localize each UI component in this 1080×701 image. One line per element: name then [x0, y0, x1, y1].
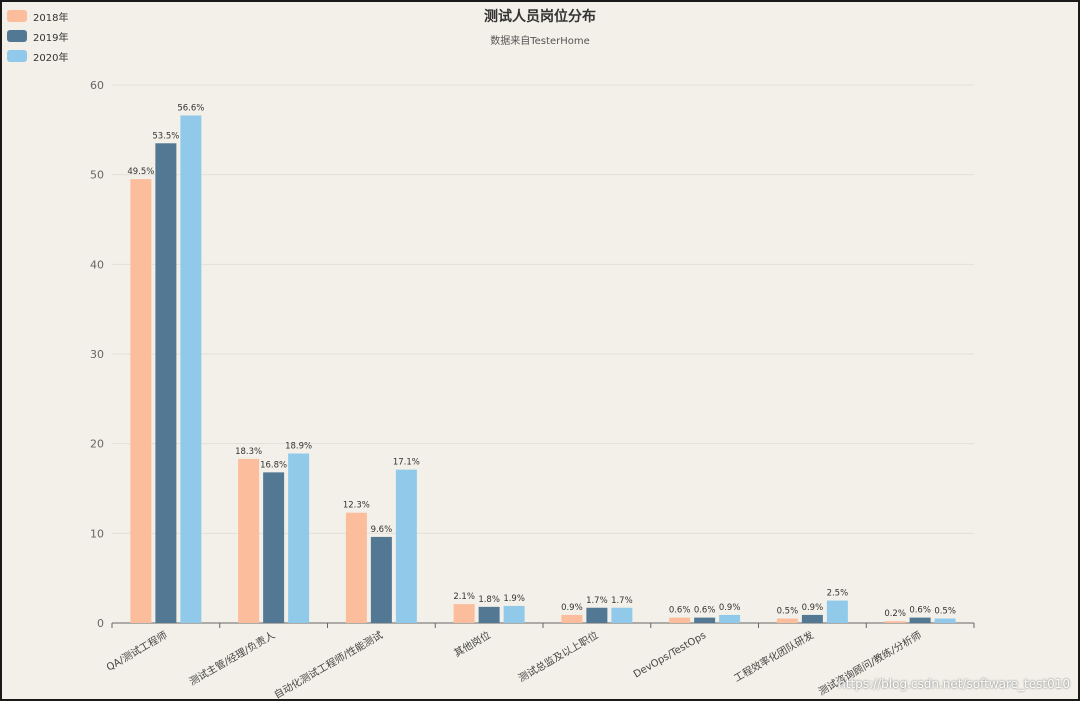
bar	[155, 143, 177, 624]
x-tick-label: 自动化测试工程师/性能测试	[272, 628, 385, 699]
y-tick-label: 50	[90, 169, 104, 182]
data-label: 0.9%	[802, 603, 824, 613]
data-label: 1.7%	[586, 596, 608, 606]
data-label: 12.3%	[343, 501, 370, 511]
bar	[180, 115, 202, 623]
data-label: 18.3%	[235, 447, 262, 457]
bar	[503, 605, 525, 623]
y-tick-label: 40	[90, 258, 104, 271]
data-label: 49.5%	[127, 167, 154, 177]
bar	[453, 604, 475, 623]
data-label: 2.5%	[827, 589, 849, 599]
data-label: 0.2%	[884, 609, 906, 619]
data-label: 0.9%	[719, 603, 741, 613]
legend-label-2020: 2020年	[33, 52, 69, 64]
chart-title: 测试人员岗位分布	[484, 9, 596, 25]
legend-item-2019[interactable]: 2019年	[7, 26, 68, 46]
y-tick-label: 20	[90, 438, 104, 451]
bar	[561, 614, 583, 623]
data-label: 53.5%	[152, 131, 179, 141]
x-tick-label: 测试主管/经理/负责人	[187, 628, 277, 688]
data-label: 1.7%	[611, 596, 633, 606]
legend-label-2018: 2018年	[33, 12, 69, 24]
chart-subtitle: 数据来自TesterHome	[490, 36, 590, 47]
y-tick-label: 0	[97, 617, 104, 630]
bar	[130, 179, 152, 623]
legend-swatch-2020	[7, 50, 27, 62]
y-tick-label: 60	[90, 79, 104, 92]
data-label: 0.5%	[777, 607, 799, 617]
bar	[694, 617, 716, 623]
bar	[370, 536, 392, 623]
bar	[288, 453, 310, 623]
data-label: 17.1%	[393, 458, 420, 468]
legend-item-2018[interactable]: 2018年	[7, 6, 68, 26]
x-tick-label: QA/测试工程师	[104, 628, 169, 673]
data-label: 16.8%	[260, 460, 287, 470]
bar	[719, 614, 741, 623]
x-tick-label: 其他岗位	[451, 628, 492, 659]
data-label: 0.9%	[561, 603, 583, 613]
legend-label-2019: 2019年	[33, 32, 69, 44]
data-label: 2.1%	[453, 592, 475, 602]
data-label: 0.6%	[694, 606, 716, 616]
watermark: https://blog.csdn.net/software_test010	[838, 677, 1070, 691]
y-tick-label: 10	[90, 527, 104, 540]
data-label: 0.6%	[669, 606, 691, 616]
legend: 2018年 2019年 2020年	[7, 6, 68, 66]
bar	[395, 469, 417, 623]
legend-swatch-2018	[7, 10, 27, 22]
bar	[478, 606, 500, 623]
bar	[884, 621, 906, 623]
bar	[669, 617, 691, 623]
data-label: 1.8%	[478, 595, 500, 605]
bar	[586, 607, 608, 623]
data-label: 0.6%	[909, 606, 931, 616]
y-tick-label: 30	[90, 348, 104, 361]
bar	[345, 512, 367, 623]
bar	[801, 614, 823, 623]
bar	[611, 607, 633, 623]
data-label: 18.9%	[285, 442, 312, 452]
bar	[776, 618, 798, 623]
x-tick-label: 工程效率化团队研发	[731, 628, 815, 684]
data-label: 0.5%	[934, 607, 956, 617]
data-label: 9.6%	[371, 525, 393, 535]
legend-swatch-2019	[7, 30, 27, 42]
x-tick-label: DevOps/TestOps	[632, 630, 708, 680]
bar	[934, 618, 956, 623]
bar	[909, 617, 931, 623]
bar	[826, 600, 848, 623]
title-block: 测试人员岗位分布 数据来自TesterHome	[2, 6, 1078, 47]
data-label: 56.6%	[177, 103, 204, 113]
bar	[238, 458, 260, 623]
x-tick-label: 测试总监及以上职位	[516, 628, 600, 684]
data-label: 1.9%	[503, 594, 525, 604]
bar	[263, 472, 285, 623]
legend-item-2020[interactable]: 2020年	[7, 46, 68, 66]
